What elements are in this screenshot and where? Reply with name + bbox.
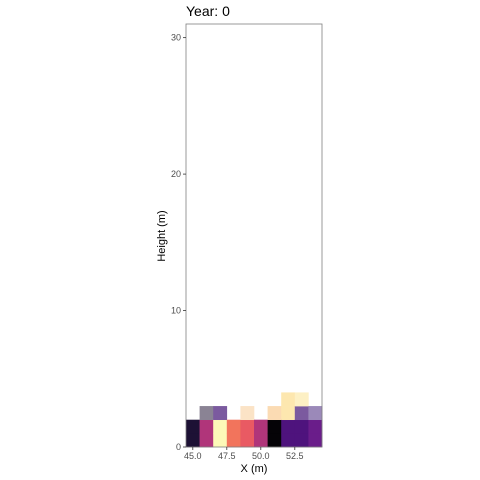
x-axis-label: X (m) [241, 463, 268, 475]
x-axis-ticks: 45.0 47.5 50.0 52.5 [184, 447, 304, 461]
heatmap-cell [199, 419, 214, 434]
heatmap-cell [294, 433, 309, 448]
y-tick-label: 0 [176, 442, 181, 452]
heatmap-cell [281, 419, 296, 434]
heatmap-cell [308, 433, 323, 448]
heatmap-cell [213, 433, 228, 448]
heatmap-cell [240, 433, 255, 448]
heatmap-cell [186, 433, 200, 448]
heatmap-cell [254, 419, 268, 434]
heatmap-cell [213, 406, 228, 421]
y-tick-label: 30 [171, 33, 181, 43]
heatmap-cell [267, 433, 282, 448]
heatmap-cell [281, 406, 296, 421]
y-tick-label: 20 [171, 169, 181, 179]
heatmap-cell [240, 419, 255, 434]
x-tick-label: 47.5 [218, 451, 236, 461]
heatmap-cell [308, 419, 323, 434]
heatmap-cell [281, 392, 296, 407]
y-axis-label: Height (m) [156, 210, 168, 261]
chart-title: Year: 0 [186, 3, 230, 19]
heatmap-cell [281, 433, 296, 448]
heatmap-cell [186, 419, 200, 434]
x-tick-label: 50.0 [252, 451, 270, 461]
heatmap-cell [267, 406, 282, 421]
heatmap-cell [294, 419, 309, 434]
x-tick-label: 45.0 [184, 451, 202, 461]
heatmap-cell [267, 419, 282, 434]
heatmap-cells [186, 392, 323, 448]
panel-border [185, 23, 323, 448]
heatmap-cell [254, 433, 268, 448]
heatmap-cell [240, 406, 255, 421]
heatmap-cell [226, 419, 241, 434]
y-axis-ticks: 0 10 20 30 [171, 33, 186, 452]
heatmap-cell [308, 406, 323, 421]
y-tick-label: 10 [171, 306, 181, 316]
heatmap-cell [199, 406, 214, 421]
heatmap-cell [213, 419, 228, 434]
x-tick-label: 52.5 [286, 451, 304, 461]
heatmap-cell [226, 433, 241, 448]
heatmap-cell [199, 433, 214, 448]
heatmap-cell [294, 392, 309, 407]
heatmap-cell [294, 406, 309, 421]
